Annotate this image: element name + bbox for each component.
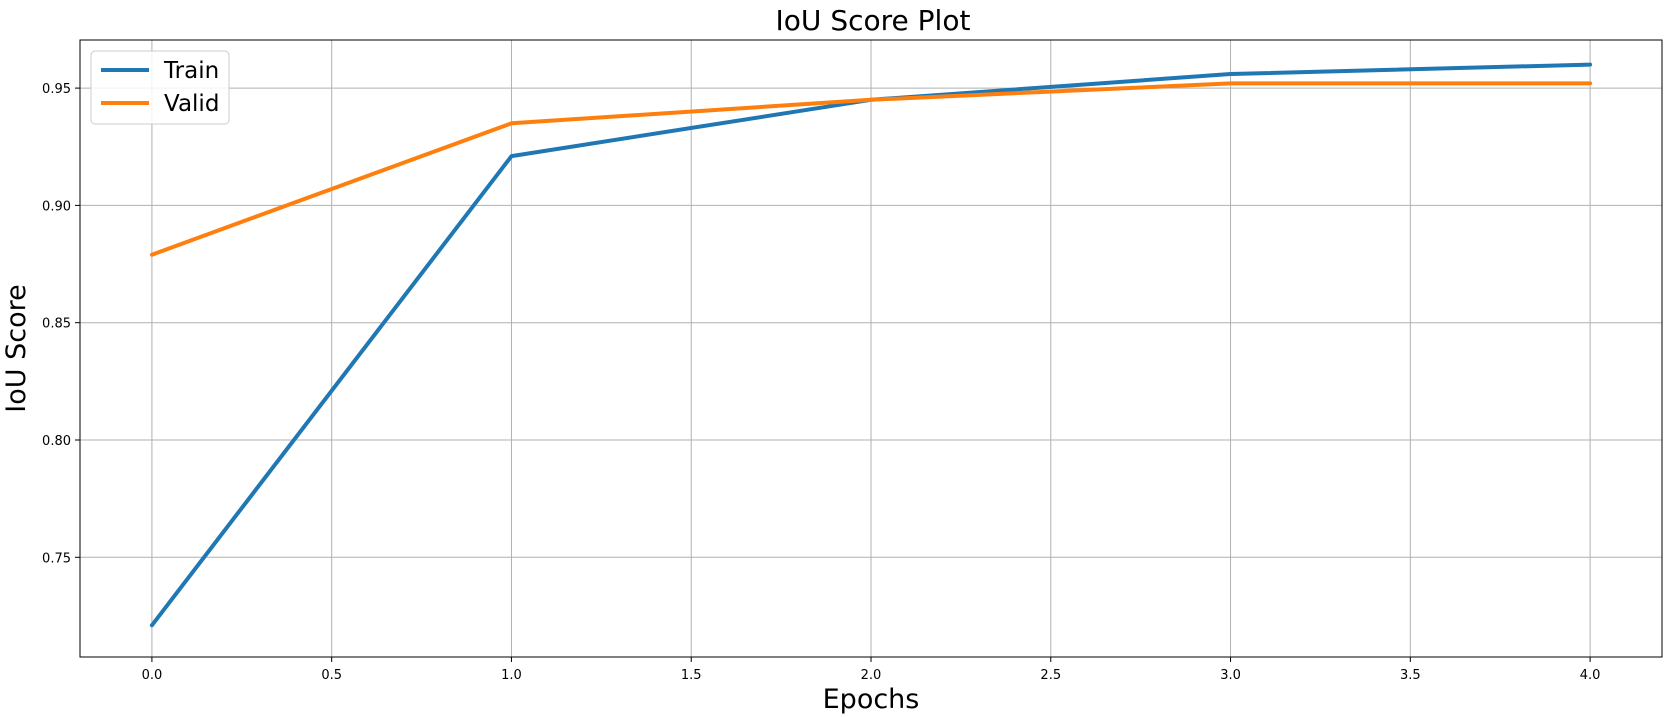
x-tick-label: 1.0 xyxy=(501,668,522,683)
y-tick-label: 0.75 xyxy=(42,551,71,566)
x-tick-label: 2.0 xyxy=(861,668,882,683)
x-axis-label: Epochs xyxy=(823,684,920,715)
y-tick-label: 0.80 xyxy=(42,434,71,449)
grid xyxy=(80,40,1662,657)
y-axis-label: IoU Score xyxy=(1,284,32,412)
x-tick-label: 0.5 xyxy=(321,668,342,683)
y-tick-label: 0.85 xyxy=(42,317,71,332)
x-tick-label: 2.5 xyxy=(1040,668,1061,683)
x-tick-label: 3.5 xyxy=(1400,668,1421,683)
y-tick-label: 0.95 xyxy=(42,82,71,97)
x-tick-label: 3.0 xyxy=(1220,668,1241,683)
ticks: 0.0 0.5 1.0 1.5 2.0 2.5 3.0 3.5 4.0 0.75 0.80 0.85 0… xyxy=(42,82,1600,683)
series-lines xyxy=(149,62,1593,628)
legend: Train Valid xyxy=(90,50,230,125)
legend-label-valid: Valid xyxy=(164,91,219,117)
x-tick-label: 1.5 xyxy=(681,668,702,683)
x-tick-label: 4.0 xyxy=(1580,668,1601,683)
chart-title: IoU Score Plot xyxy=(776,4,971,37)
legend-label-train: Train xyxy=(163,58,219,84)
x-tick-label: 0.0 xyxy=(142,668,163,683)
y-tick-label: 0.90 xyxy=(42,199,71,214)
series-line-valid xyxy=(149,81,1593,257)
